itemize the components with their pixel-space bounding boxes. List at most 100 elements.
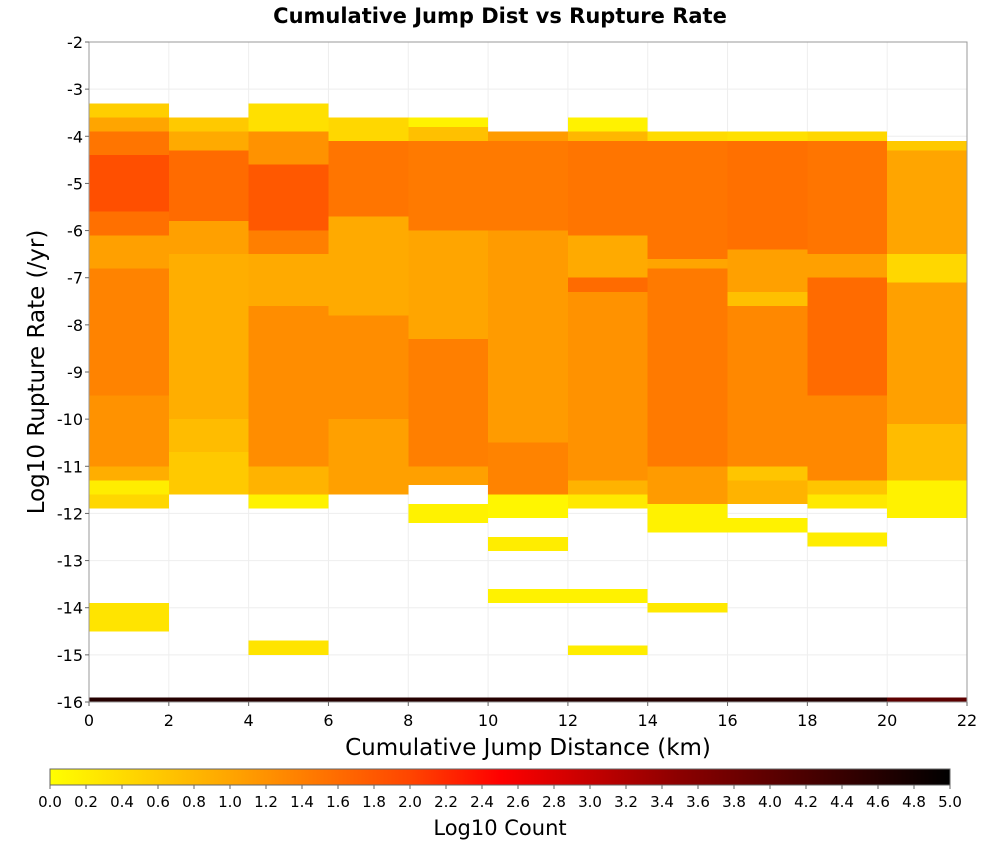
heatmap-cell [727, 291, 808, 306]
y-tick-label: -12 [57, 504, 83, 523]
heatmap-cell [647, 466, 728, 504]
y-tick-label: -3 [67, 80, 83, 99]
heatmap-cell [89, 103, 169, 118]
x-tick-label: 12 [558, 711, 578, 730]
heatmap-cell [168, 697, 249, 702]
heatmap-cell [168, 452, 249, 495]
heatmap-cell [328, 315, 409, 420]
heatmap-cell [408, 230, 489, 339]
heatmap-cell [89, 697, 169, 702]
colorbar-tick-label: 4.6 [866, 793, 890, 811]
colorbar-label: Log10 Count [433, 816, 566, 840]
heatmap-cell [488, 442, 568, 495]
heatmap-cell [647, 603, 728, 613]
heatmap-cell [248, 306, 329, 467]
heatmap-cell [567, 480, 648, 495]
heatmap-cell [807, 480, 888, 495]
heatmap-cell [647, 258, 728, 269]
colorbar-tick-label: 0.0 [38, 793, 62, 811]
heatmap-cell [567, 697, 648, 702]
heatmap-cell [168, 419, 249, 453]
heatmap-cell [807, 254, 888, 278]
heatmap-cell [887, 697, 967, 702]
heatmap-cell [89, 395, 169, 467]
colorbar-tick-label: 5.0 [938, 793, 962, 811]
colorbar-tick-label: 1.4 [290, 793, 314, 811]
heatmap-cell [807, 277, 888, 396]
heatmap-cell [89, 466, 169, 481]
heatmap-cell [727, 131, 808, 141]
x-tick-label: 2 [164, 711, 174, 730]
heatmap-cell [567, 131, 648, 141]
colorbar-tick-label: 1.0 [218, 793, 242, 811]
colorbar-tick-label: 3.8 [722, 793, 746, 811]
heatmap-cell [89, 603, 169, 632]
heatmap-cell [567, 588, 648, 603]
y-tick-label: -7 [67, 269, 83, 288]
y-tick-label: -13 [57, 552, 83, 571]
heatmap-cell [168, 150, 249, 222]
heatmap-cell [727, 141, 808, 250]
heatmap-cell [248, 494, 329, 509]
heatmap-cells [89, 103, 967, 702]
heatmap-cell [807, 131, 888, 141]
heatmap-cell [647, 131, 728, 141]
heatmap-cell [567, 235, 648, 278]
colorbar-tick-label: 1.8 [362, 793, 386, 811]
y-tick-label: -11 [57, 457, 83, 476]
heatmap-cell [567, 291, 648, 481]
colorbar-tick-label: 4.2 [794, 793, 818, 811]
colorbar-tick-label: 0.8 [182, 793, 206, 811]
heatmap-cell [887, 141, 967, 151]
x-tick-label: 20 [877, 711, 897, 730]
heatmap-cell [727, 518, 808, 533]
heatmap-cell [647, 697, 728, 702]
x-tick-label: 16 [717, 711, 737, 730]
colorbar-tick-label: 0.2 [74, 793, 98, 811]
x-tick-label: 10 [478, 711, 498, 730]
heatmap-cell [488, 697, 568, 702]
heatmap-cell [168, 221, 249, 255]
heatmap-cell [248, 254, 329, 306]
y-tick-label: -15 [57, 646, 83, 665]
heatmap-cell [89, 155, 169, 212]
heatmap-cell [807, 395, 888, 481]
heatmap-cell [248, 466, 329, 495]
heatmap-cell [727, 466, 808, 481]
heatmap-cell [488, 230, 568, 443]
x-axis-ticks: 0 2 4 6 8 10 12 14 16 18 20 22 [84, 702, 977, 730]
colorbar-tick-label: 2.0 [398, 793, 422, 811]
heatmap-cell [727, 697, 808, 702]
heatmap-cell [248, 164, 329, 231]
colorbar-tick-label: 3.6 [686, 793, 710, 811]
y-tick-label: -9 [67, 363, 83, 382]
heatmap-cell [488, 131, 568, 141]
colorbar-tick-label: 3.0 [578, 793, 602, 811]
heatmap-cell [248, 103, 329, 132]
heatmap-cell [168, 117, 249, 132]
colorbar-tick-label: 3.2 [614, 793, 638, 811]
heatmap-cell [807, 141, 888, 255]
colorbar-tick-label: 0.6 [146, 793, 170, 811]
y-tick-label: -2 [67, 33, 83, 52]
heatmap-cell [567, 141, 648, 236]
y-tick-label: -8 [67, 316, 83, 335]
heatmap-cell [168, 131, 249, 151]
x-tick-label: 8 [403, 711, 413, 730]
colorbar-tick-label: 2.4 [470, 793, 494, 811]
colorbar-tick-label: 2.6 [506, 793, 530, 811]
heatmap-cell [647, 504, 728, 533]
colorbar-tick-label: 3.4 [650, 793, 674, 811]
colorbar-tick-label: 1.2 [254, 793, 278, 811]
heatmap-cell [807, 697, 888, 702]
y-tick-label: -14 [57, 599, 83, 618]
heatmap-cell [328, 216, 409, 316]
heatmap-cell [328, 117, 409, 141]
colorbar-tick-label: 4.8 [902, 793, 926, 811]
heatmap-cell [408, 141, 489, 231]
heatmap-cell [887, 254, 967, 283]
heatmap-cell [89, 268, 169, 396]
x-tick-label: 22 [957, 711, 977, 730]
heatmap-cell [328, 141, 409, 217]
heatmap-cell [408, 117, 489, 127]
